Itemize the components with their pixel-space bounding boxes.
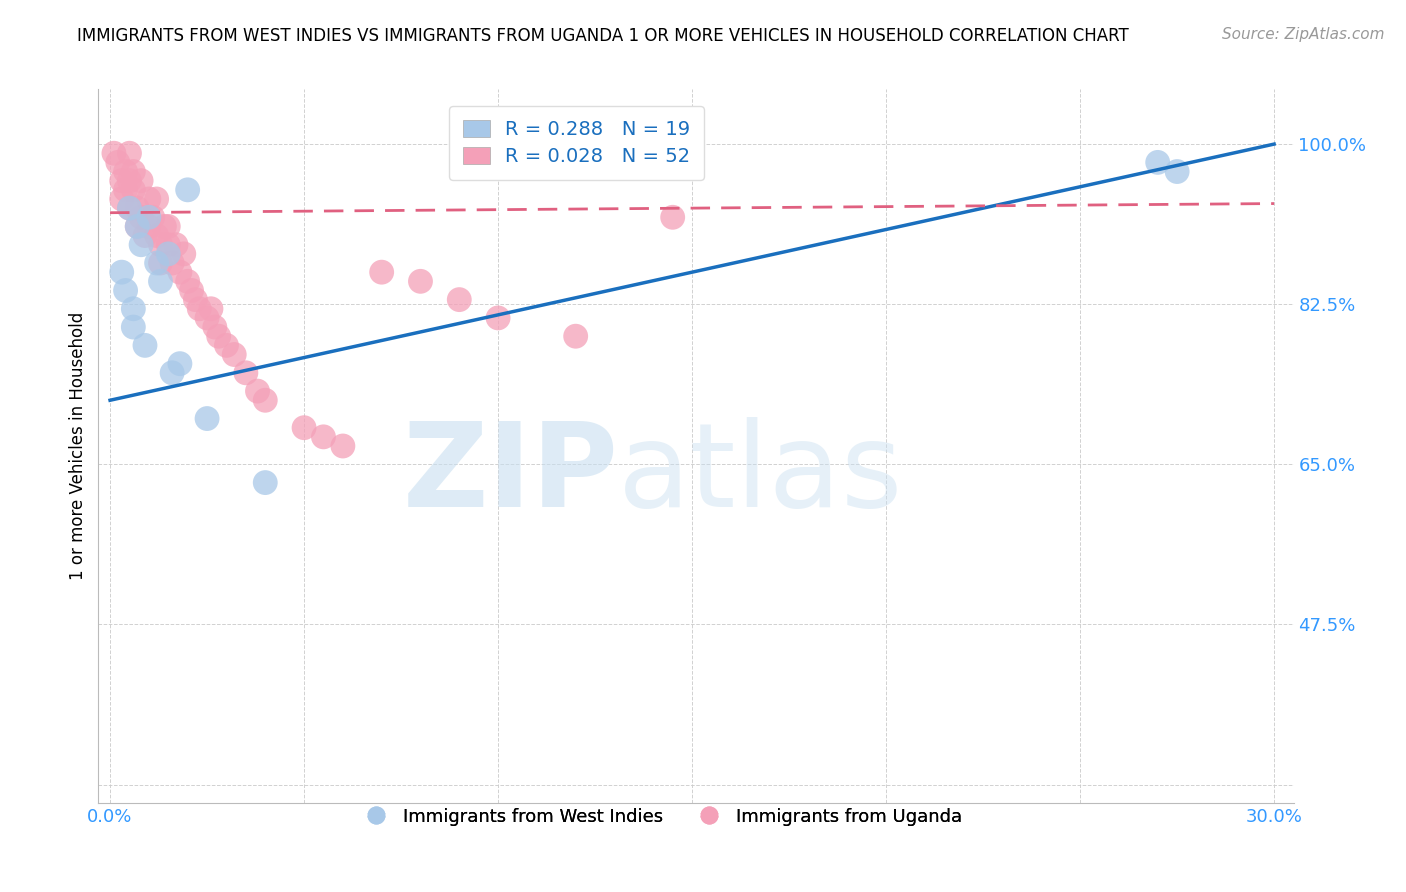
Point <box>195 411 218 425</box>
Point <box>332 439 354 453</box>
Point <box>176 183 198 197</box>
Point <box>409 274 432 288</box>
Point <box>129 174 152 188</box>
Point <box>134 228 156 243</box>
Point <box>122 301 145 316</box>
Point <box>129 237 152 252</box>
Point <box>138 219 160 234</box>
Text: ZIP: ZIP <box>402 417 619 532</box>
Point <box>145 228 167 243</box>
Point <box>129 211 152 225</box>
Point <box>204 320 226 334</box>
Point <box>114 183 136 197</box>
Point <box>160 366 183 380</box>
Point <box>180 284 202 298</box>
Point <box>200 301 222 316</box>
Point <box>138 192 160 206</box>
Point <box>122 320 145 334</box>
Point <box>486 310 509 325</box>
Point <box>208 329 231 343</box>
Point <box>165 237 187 252</box>
Point <box>111 192 134 206</box>
Point <box>246 384 269 398</box>
Point <box>145 192 167 206</box>
Point <box>118 146 141 161</box>
Point <box>1166 164 1188 178</box>
Point <box>215 338 238 352</box>
Point <box>235 366 257 380</box>
Legend: Immigrants from West Indies, Immigrants from Uganda: Immigrants from West Indies, Immigrants … <box>352 801 969 833</box>
Point <box>107 155 129 169</box>
Point <box>1146 155 1168 169</box>
Point <box>118 201 141 215</box>
Point <box>157 219 180 234</box>
Point <box>195 310 218 325</box>
Point <box>153 219 176 234</box>
Point <box>103 146 125 161</box>
Point <box>118 201 141 215</box>
Point <box>134 338 156 352</box>
Point <box>157 237 180 252</box>
Point <box>661 211 683 225</box>
Point <box>160 256 183 270</box>
Point <box>184 293 207 307</box>
Point <box>169 357 191 371</box>
Point <box>449 293 471 307</box>
Point <box>149 274 172 288</box>
Point <box>127 201 149 215</box>
Point <box>188 301 211 316</box>
Point <box>145 256 167 270</box>
Point <box>127 219 149 234</box>
Point <box>176 274 198 288</box>
Point <box>254 393 277 408</box>
Text: IMMIGRANTS FROM WEST INDIES VS IMMIGRANTS FROM UGANDA 1 OR MORE VEHICLES IN HOUS: IMMIGRANTS FROM WEST INDIES VS IMMIGRANT… <box>77 27 1129 45</box>
Point <box>114 284 136 298</box>
Text: atlas: atlas <box>619 417 904 532</box>
Text: Source: ZipAtlas.com: Source: ZipAtlas.com <box>1222 27 1385 42</box>
Point <box>173 247 195 261</box>
Point <box>169 265 191 279</box>
Point <box>224 347 246 361</box>
Point <box>254 475 277 490</box>
Point <box>149 237 172 252</box>
Point <box>312 430 335 444</box>
Point <box>111 265 134 279</box>
Point <box>370 265 392 279</box>
Point <box>114 164 136 178</box>
Point <box>142 211 165 225</box>
Point <box>127 219 149 234</box>
Point <box>122 164 145 178</box>
Point <box>111 174 134 188</box>
Point <box>118 174 141 188</box>
Point <box>564 329 586 343</box>
Point <box>122 183 145 197</box>
Point <box>292 420 315 434</box>
Y-axis label: 1 or more Vehicles in Household: 1 or more Vehicles in Household <box>69 312 87 580</box>
Point <box>138 211 160 225</box>
Point <box>149 256 172 270</box>
Point <box>157 247 180 261</box>
